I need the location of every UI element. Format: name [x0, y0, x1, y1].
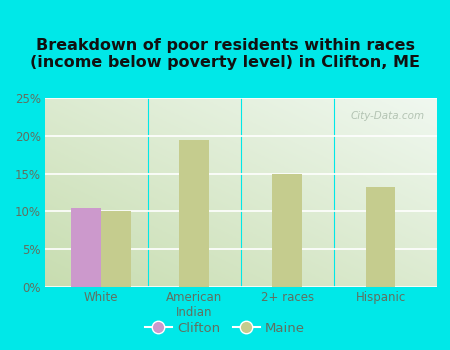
Text: City-Data.com: City-Data.com: [351, 111, 425, 121]
Bar: [366, 187, 396, 287]
Bar: [179, 140, 209, 287]
Bar: [101, 211, 131, 287]
Legend: Clifton, Maine: Clifton, Maine: [140, 316, 310, 340]
Text: Breakdown of poor residents within races
(income below poverty level) in Clifton: Breakdown of poor residents within races…: [30, 37, 420, 70]
Bar: [272, 174, 302, 287]
Bar: [71, 208, 101, 287]
